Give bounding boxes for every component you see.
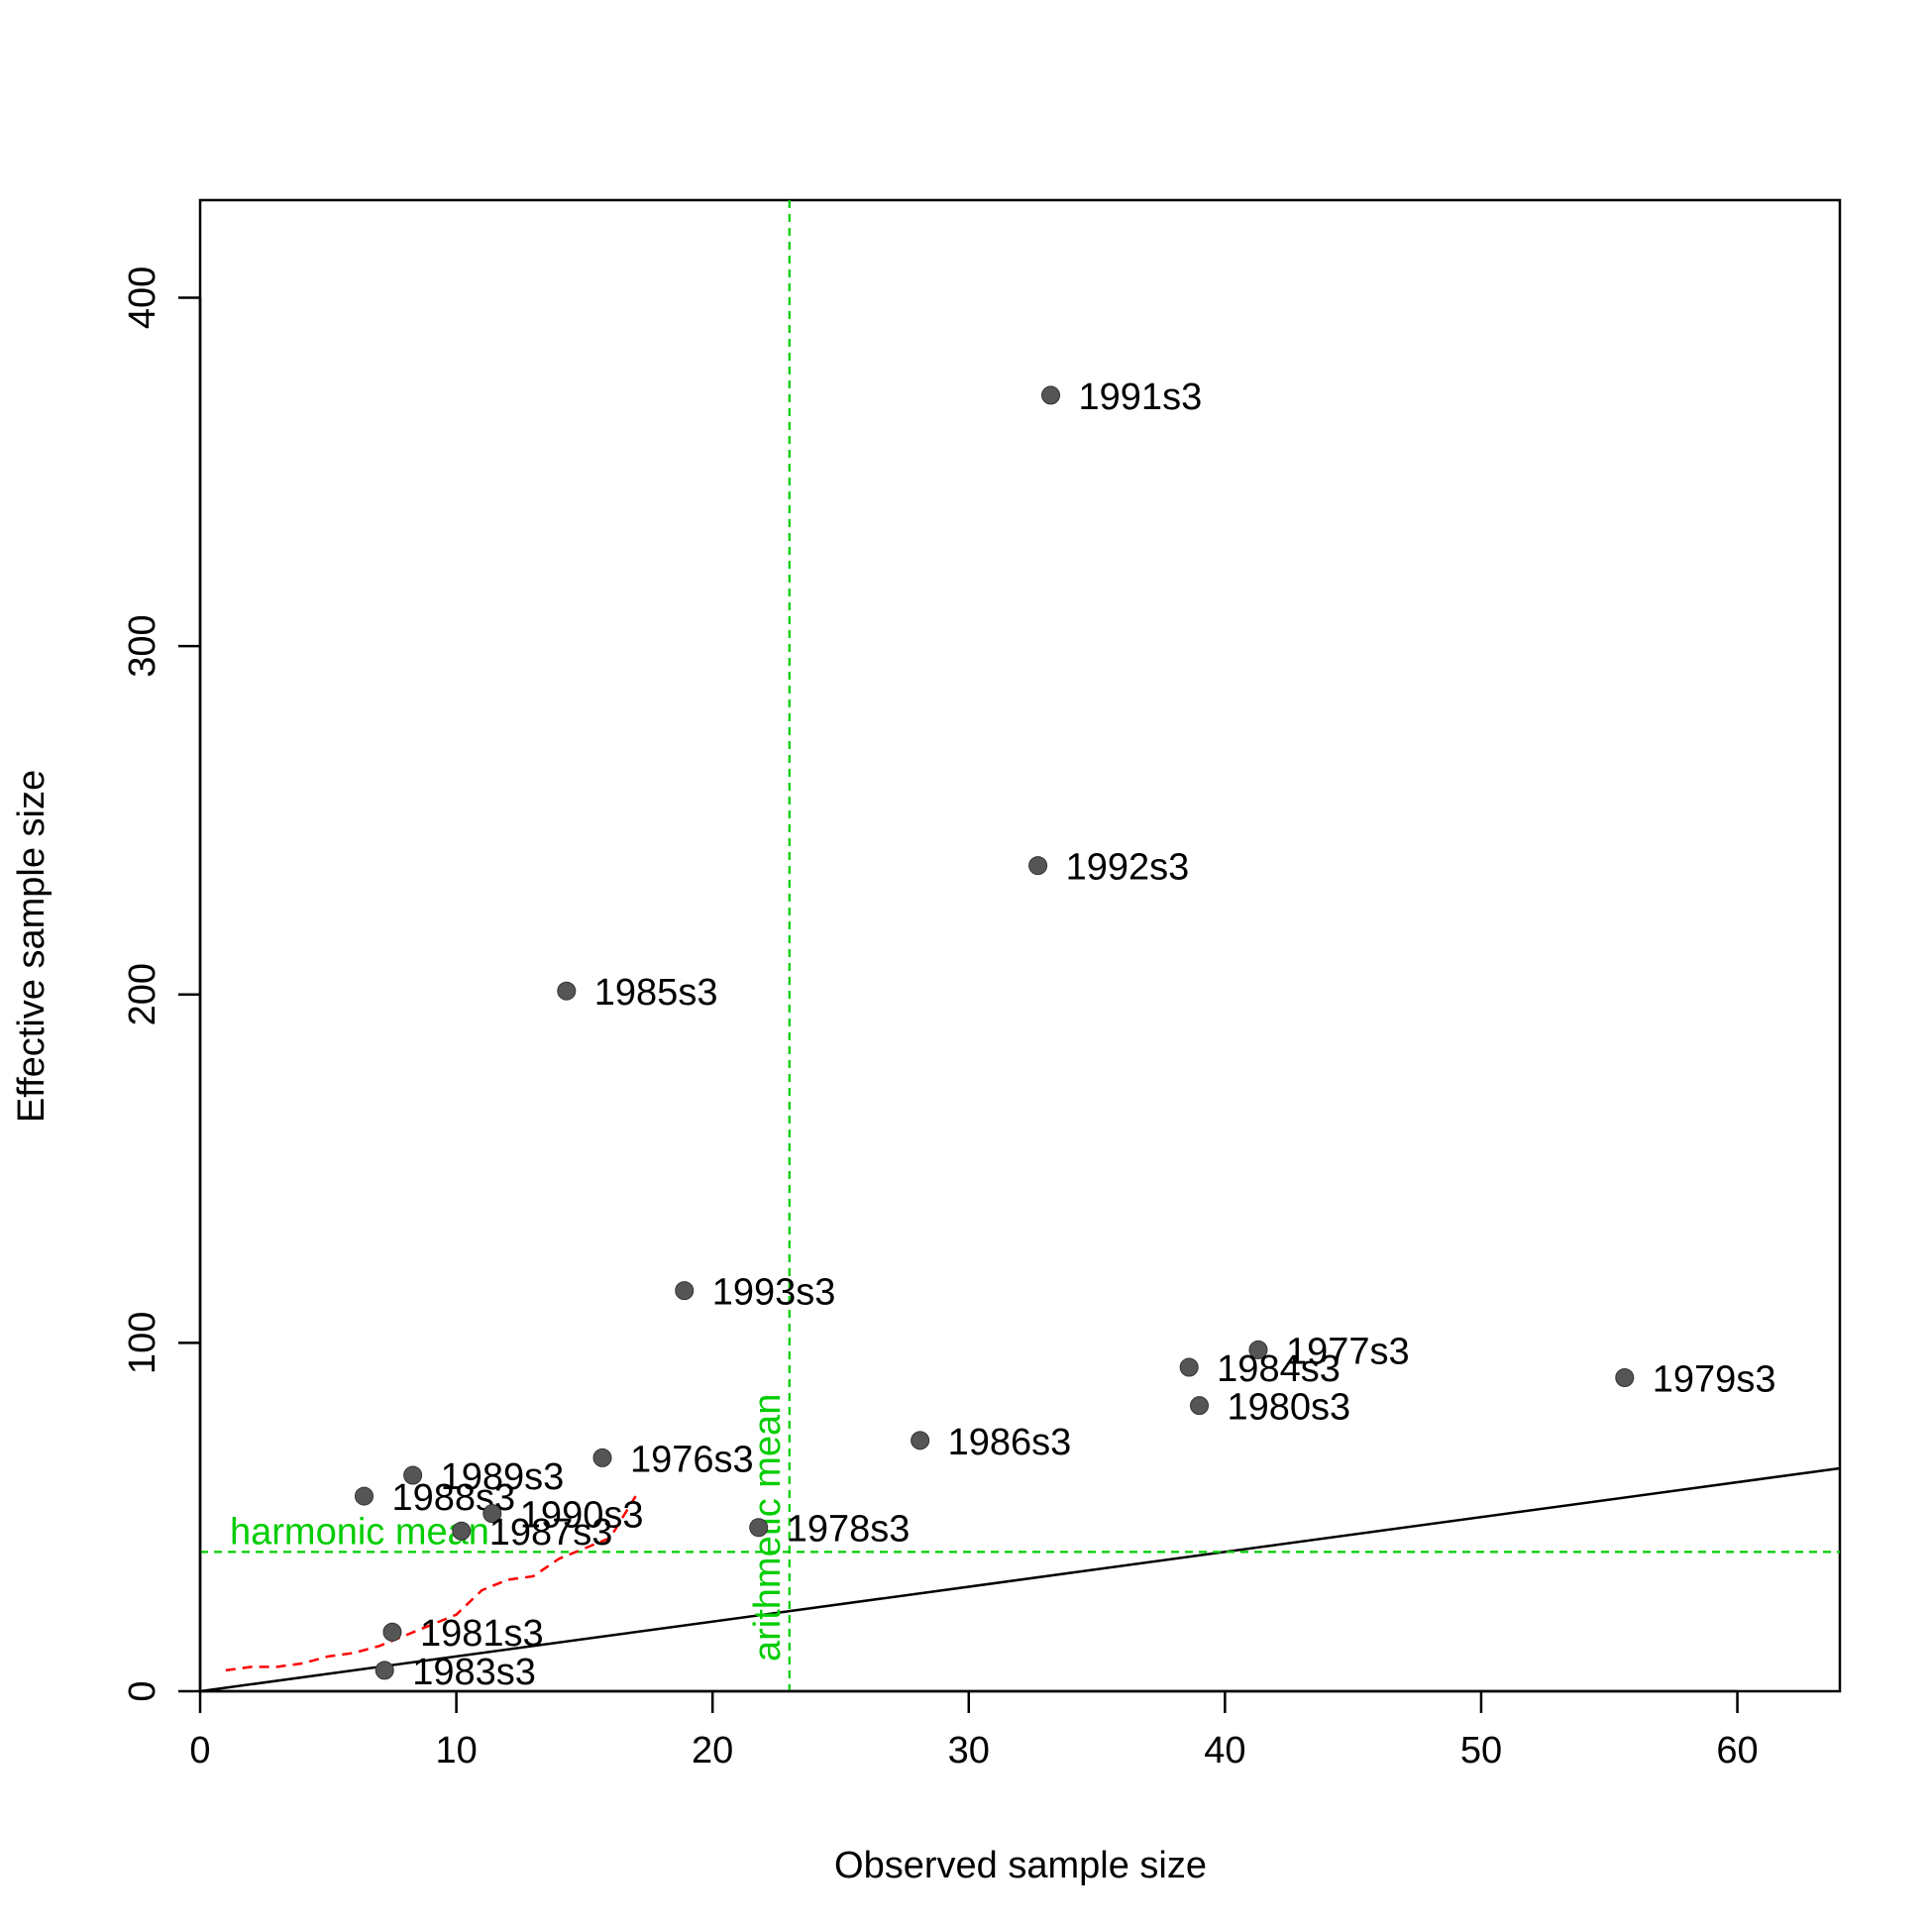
x-tick-label: 0 bbox=[189, 1730, 210, 1771]
smoother-line bbox=[225, 1495, 637, 1672]
point-label: 1980s3 bbox=[1228, 1387, 1351, 1429]
x-tick-label: 20 bbox=[692, 1730, 733, 1771]
data-point bbox=[749, 1518, 769, 1538]
point-label: 1977s3 bbox=[1286, 1331, 1410, 1372]
point-label: 1992s3 bbox=[1066, 847, 1190, 889]
point-label: 1990s3 bbox=[520, 1495, 644, 1537]
x-tick-label: 50 bbox=[1460, 1730, 1502, 1771]
data-point bbox=[911, 1431, 930, 1450]
x-tick-label: 10 bbox=[435, 1730, 477, 1771]
point-label: 1986s3 bbox=[948, 1422, 1072, 1463]
data-point bbox=[1190, 1396, 1210, 1416]
data-point bbox=[592, 1448, 612, 1467]
y-axis-title: Effective sample size bbox=[11, 770, 53, 1123]
data-point bbox=[675, 1281, 695, 1301]
y-tick-label: 100 bbox=[122, 1312, 163, 1374]
data-point bbox=[1615, 1368, 1635, 1388]
point-label: 1984s3 bbox=[1217, 1348, 1341, 1390]
y-axis: 0 100 200 300 400 bbox=[122, 267, 202, 1702]
x-tick-label: 60 bbox=[1716, 1730, 1758, 1771]
point-label: 1983s3 bbox=[412, 1652, 536, 1693]
point-label: 1989s3 bbox=[441, 1456, 565, 1498]
identity-line bbox=[199, 1466, 1841, 1693]
data-point bbox=[557, 981, 577, 1001]
y-tick-label: 200 bbox=[122, 963, 163, 1025]
data-point bbox=[403, 1465, 423, 1485]
data-point bbox=[483, 1504, 502, 1524]
x-axis: 0 10 20 30 40 50 60 bbox=[189, 1689, 1759, 1771]
data-point bbox=[375, 1661, 394, 1680]
data-point bbox=[1041, 385, 1061, 405]
y-tick-label: 400 bbox=[122, 267, 163, 329]
point-label: 1987s3 bbox=[489, 1512, 613, 1554]
data-point bbox=[452, 1521, 472, 1541]
harmonic-mean-label: harmonic mean bbox=[230, 1511, 489, 1553]
data-point bbox=[355, 1486, 374, 1506]
y-tick-label: 300 bbox=[122, 614, 163, 677]
x-tick-label: 30 bbox=[948, 1730, 990, 1771]
data-point bbox=[1248, 1340, 1268, 1359]
plot-layer: harmonic mean arithmetic mean1991s31992s3… bbox=[198, 198, 1842, 1693]
point-label: 1976s3 bbox=[630, 1439, 754, 1480]
point-label: 1981s3 bbox=[420, 1613, 544, 1655]
point-label: 1979s3 bbox=[1653, 1359, 1776, 1401]
point-label: 1993s3 bbox=[712, 1272, 836, 1314]
x-axis-title: Observed sample size bbox=[834, 1845, 1207, 1886]
x-tick-label: 40 bbox=[1204, 1730, 1245, 1771]
point-label: 1991s3 bbox=[1079, 376, 1203, 418]
data-point bbox=[1028, 856, 1048, 876]
y-tick-label: 0 bbox=[122, 1680, 163, 1701]
data-point bbox=[1179, 1357, 1199, 1377]
data-point bbox=[382, 1622, 402, 1642]
point-label: 1985s3 bbox=[594, 972, 718, 1014]
point-label: 1978s3 bbox=[787, 1509, 911, 1551]
